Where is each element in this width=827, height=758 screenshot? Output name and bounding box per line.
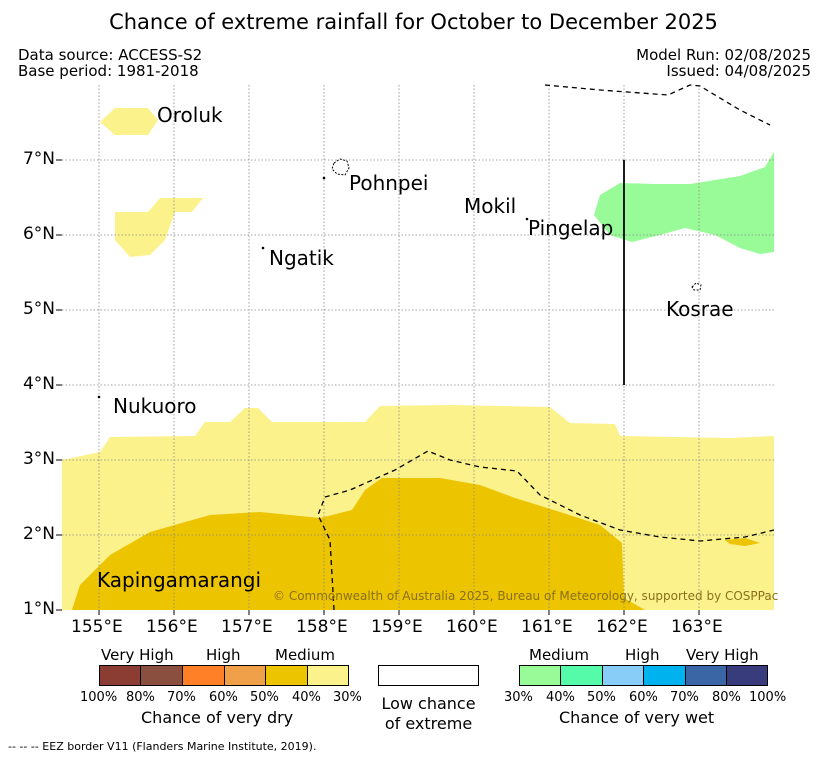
x-tick-label: 156°E: [146, 617, 198, 637]
legend-wet-tick: 80%: [712, 690, 741, 705]
place-label-nukuoro: Nukuoro: [113, 394, 197, 418]
eez-border-note: -- -- -- EEZ border V11 (Flanders Marine…: [8, 740, 317, 753]
legend-wet-swatch-60: [643, 665, 686, 686]
pohnpei-reef: [322, 176, 326, 180]
legend-dry-heading-medium: Medium: [275, 646, 335, 664]
legend-wet-caption: Chance of very wet: [559, 708, 715, 727]
map-grid: [62, 85, 774, 610]
pohnpei-island: [331, 158, 350, 176]
legend-dry-swatch-70: [182, 665, 225, 686]
legend-low-chance-caption-2: of extreme: [384, 714, 473, 733]
place-label-kapingamarangi: Kapingamarangi: [97, 568, 262, 592]
legend-wet-heading-very-high: Very High: [686, 646, 759, 664]
legend-wet-heading-high: High: [625, 646, 660, 664]
legend-wet-swatch-70: [685, 665, 727, 686]
legend-wet-tick: 40%: [546, 690, 575, 705]
legend-dry-swatch-50: [265, 665, 308, 686]
x-tick-label: 162°E: [596, 617, 648, 637]
y-tick-label: 7°N: [22, 149, 55, 169]
place-label-kosrae: Kosrae: [666, 297, 734, 321]
y-tick-label: 6°N: [22, 224, 55, 244]
legend-dry-caption: Chance of very dry: [141, 708, 294, 727]
dry-medium-40-patch-east: [725, 538, 760, 546]
eez-borders: [317, 84, 775, 611]
islands: [97, 158, 702, 399]
eez-border-north: [544, 84, 771, 126]
legend-wet-tick: 70%: [670, 690, 699, 705]
legend-dry-heading-high: High: [206, 646, 241, 664]
legend-dry-swatch-60: [224, 665, 266, 686]
kosrae-island: [691, 282, 702, 291]
legend-wet-tick: 30%: [504, 690, 533, 705]
legend-dry-tick: 70%: [167, 690, 196, 705]
dry-medium-30-region-oroluk: [100, 108, 158, 135]
axis-ticks: [56, 159, 700, 615]
legend-wet-tick: 100%: [749, 690, 787, 705]
legend-dry-swatch-100: [99, 665, 141, 686]
place-label-ngatik: Ngatik: [269, 246, 334, 270]
issued-date: Issued: 04/08/2025: [666, 62, 811, 80]
x-tick-label: 159°E: [371, 617, 423, 637]
rainfall-map: [56, 84, 775, 615]
copyright-notice: © Commonwealth of Australia 2025, Bureau…: [273, 589, 779, 603]
legend-low-chance-caption-1: Low chance: [381, 694, 476, 713]
x-tick-label: 158°E: [296, 617, 348, 637]
x-tick-label: 155°E: [71, 617, 123, 637]
x-tick-label: 160°E: [446, 617, 498, 637]
legend-dry-swatch-80: [140, 665, 183, 686]
legend-dry-tick: 80%: [126, 690, 155, 705]
nukuoro-atoll: [97, 395, 101, 399]
y-tick-label: 4°N: [22, 374, 55, 394]
legend-low-chance-swatch: [378, 665, 479, 686]
y-tick-label: 3°N: [22, 449, 55, 469]
legend-wet-swatch-80: [726, 665, 768, 686]
place-label-pohnpei: Pohnpei: [349, 171, 429, 195]
dry-medium-30-region-west: [115, 198, 203, 257]
place-label-mokil: Mokil: [464, 194, 517, 218]
dry-medium-40-region: [72, 478, 645, 610]
eez-border-south: [317, 450, 775, 611]
legend-dry-tick: 100%: [80, 690, 118, 705]
y-tick-label: 1°N: [22, 599, 55, 619]
legend-wet-tick: 50%: [587, 690, 616, 705]
legend-dry-heading-very-high: Very High: [101, 646, 174, 664]
legend-wet-swatch-30: [519, 665, 561, 686]
model-run: Model Run: 02/08/2025: [636, 46, 811, 64]
legend-dry-tick: 60%: [209, 690, 238, 705]
legend-wet-tick: 60%: [629, 690, 658, 705]
base-period: Base period: 1981-2018: [18, 62, 199, 80]
legend-dry-tick: 50%: [250, 690, 279, 705]
ngatik-atoll: [261, 246, 265, 250]
legend-dry-swatch-40: [307, 665, 349, 686]
legend-wet-heading-medium: Medium: [529, 646, 589, 664]
x-tick-label: 157°E: [221, 617, 273, 637]
data-source: Data source: ACCESS-S2: [18, 46, 203, 64]
mokil-atoll: [525, 217, 529, 221]
place-label-pingelap: Pingelap: [528, 216, 614, 240]
map-title: Chance of extreme rainfall for October t…: [109, 10, 718, 34]
x-tick-label: 163°E: [671, 617, 723, 637]
legend-wet-swatch-40: [560, 665, 603, 686]
legend-dry-tick: 30%: [333, 690, 362, 705]
place-label-oroluk: Oroluk: [157, 103, 223, 127]
wet-medium-30-region: [594, 152, 774, 254]
x-tick-label: 161°E: [521, 617, 573, 637]
legend-dry-tick: 40%: [292, 690, 321, 705]
legend-wet-swatch-50: [602, 665, 644, 686]
y-tick-label: 2°N: [22, 524, 55, 544]
y-tick-label: 5°N: [22, 299, 55, 319]
